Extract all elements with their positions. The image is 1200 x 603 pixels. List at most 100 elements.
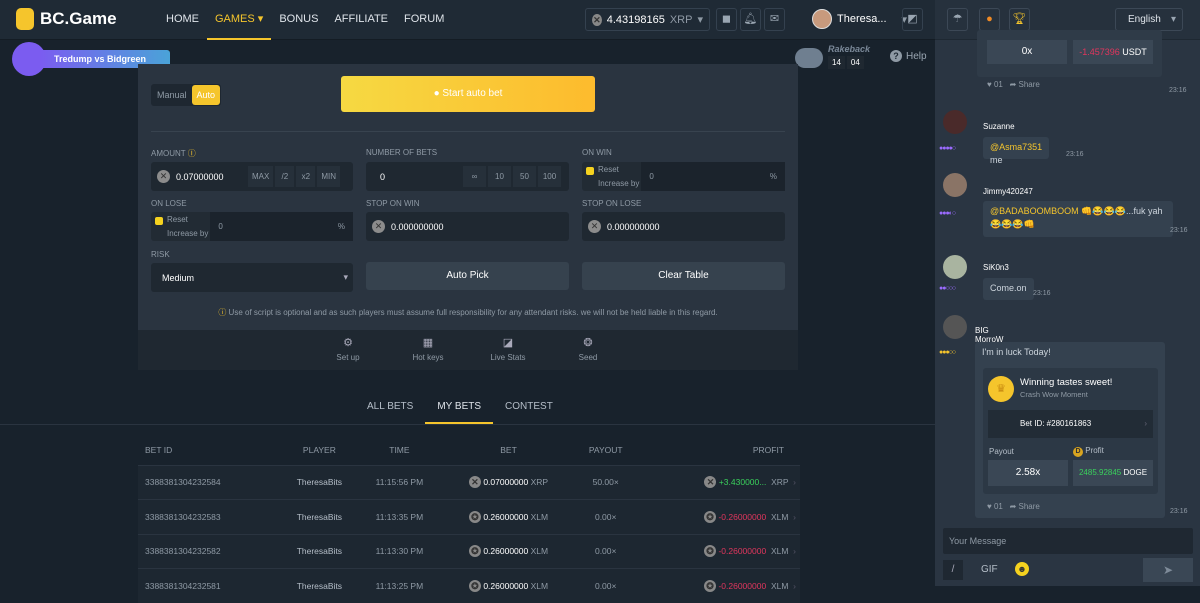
amount-max-button[interactable]: MAX bbox=[248, 166, 273, 187]
xrp-coin-icon: ✕ bbox=[592, 14, 602, 26]
amount-min-button[interactable]: MIN bbox=[317, 166, 340, 187]
like-button[interactable]: ♥ 01 bbox=[987, 80, 1003, 89]
coin-icon: ✪ bbox=[704, 511, 716, 523]
share-button[interactable]: ➦ Share bbox=[1010, 80, 1040, 89]
nav-games[interactable]: GAMES ▾ bbox=[207, 0, 271, 40]
bets-10-button[interactable]: 10 bbox=[488, 166, 511, 187]
chat-toggle-icon[interactable]: ◩ bbox=[902, 8, 923, 31]
gif-button[interactable]: GIF bbox=[981, 564, 998, 575]
stop-on-win-field[interactable]: ✕0.000000000 bbox=[366, 212, 569, 241]
payout: 50.00× bbox=[577, 465, 635, 500]
nav-bonus[interactable]: BONUS bbox=[271, 0, 326, 40]
share-button[interactable]: ➦ Share bbox=[1010, 502, 1040, 511]
bets-infinite-button[interactable]: ∞ bbox=[463, 166, 486, 187]
risk-select[interactable]: Medium▾ bbox=[151, 263, 353, 292]
live-stats-button[interactable]: ◪Live Stats bbox=[468, 330, 548, 370]
nav-affiliate[interactable]: AFFILIATE bbox=[326, 0, 396, 40]
number-of-bets-field[interactable]: 0 ∞ 10 50 100 bbox=[366, 162, 569, 191]
reset-checkbox[interactable] bbox=[586, 167, 594, 175]
chat-message-input[interactable]: Your Message bbox=[943, 528, 1193, 554]
start-auto-bet-button[interactable]: ● Start auto bet bbox=[341, 76, 595, 112]
bet-mode-toggle: Manual Auto bbox=[151, 84, 221, 106]
avatar bbox=[812, 9, 832, 29]
shared-bet-card: 0x -1.457396 USDT bbox=[977, 30, 1162, 77]
help-button[interactable]: ?Help bbox=[890, 50, 927, 62]
bet-id-link[interactable]: Bet ID: #280161863› bbox=[988, 410, 1153, 438]
bet-id[interactable]: 3388381304232584 bbox=[138, 465, 280, 500]
avatar[interactable] bbox=[943, 173, 967, 197]
player: TheresaBits bbox=[280, 465, 358, 500]
trophy-icon[interactable]: 🏆︎ bbox=[1009, 8, 1030, 31]
payout: 0.00× bbox=[577, 534, 635, 569]
language-select[interactable]: English▾ bbox=[1115, 8, 1183, 31]
fire-icon[interactable]: ● bbox=[979, 8, 1000, 31]
bet-id[interactable]: 3388381304232583 bbox=[138, 500, 280, 535]
risk-label: RISK bbox=[151, 250, 170, 259]
piggy-bank-icon bbox=[795, 48, 823, 68]
logo-icon bbox=[16, 8, 34, 30]
amount-double-button[interactable]: x2 bbox=[296, 166, 315, 187]
player: TheresaBits bbox=[280, 534, 358, 569]
user-menu[interactable]: Theresa...▾ bbox=[812, 9, 907, 29]
command-button[interactable]: / bbox=[943, 560, 963, 580]
like-button[interactable]: ♥ 01 bbox=[987, 502, 1003, 511]
bet-id[interactable]: 3388381304232582 bbox=[138, 534, 280, 569]
auto-pick-button[interactable]: Auto Pick bbox=[366, 262, 569, 290]
brand-logo[interactable]: BC.Game bbox=[16, 8, 117, 30]
help-icon: ? bbox=[890, 50, 902, 62]
reset-checkbox[interactable] bbox=[155, 217, 163, 225]
setup-button[interactable]: ⚙Set up bbox=[308, 330, 388, 370]
tab-contest[interactable]: CONTEST bbox=[493, 394, 565, 424]
tab-all-bets[interactable]: ALL BETS bbox=[355, 394, 425, 424]
chart-icon: ◪ bbox=[468, 336, 548, 349]
xrp-coin-icon: ✕ bbox=[372, 220, 385, 233]
avatar[interactable] bbox=[943, 255, 967, 279]
send-button[interactable]: ➤ bbox=[1143, 558, 1193, 582]
mail-icon[interactable]: ✉ bbox=[764, 8, 785, 31]
on-win-increase-input[interactable]: 0% bbox=[641, 162, 785, 191]
nav-home[interactable]: HOME bbox=[158, 0, 207, 40]
xrp-coin-icon: ✕ bbox=[588, 220, 601, 233]
mode-manual[interactable]: Manual bbox=[152, 85, 192, 105]
amount-label: AMOUNT ⓘ bbox=[151, 148, 196, 159]
amount-half-button[interactable]: /2 bbox=[275, 166, 294, 187]
bell-icon[interactable]: 🔔︎ bbox=[740, 8, 761, 31]
payout: 0.00× bbox=[577, 500, 635, 535]
bets-100-button[interactable]: 100 bbox=[538, 166, 561, 187]
stop-on-lose-field[interactable]: ✕0.000000000 bbox=[582, 212, 785, 241]
table-row[interactable]: 3388381304232583 TheresaBits 11:13:35 PM… bbox=[138, 500, 800, 535]
divider bbox=[0, 424, 935, 425]
win-card[interactable]: ♛ Winning tastes sweet! Crash Wow Moment… bbox=[983, 368, 1158, 494]
coin-icon: ✪ bbox=[469, 511, 481, 523]
mode-auto[interactable]: Auto bbox=[192, 85, 221, 105]
table-row[interactable]: 3388381304232582 TheresaBits 11:13:30 PM… bbox=[138, 534, 800, 569]
wallet-icon[interactable]: ◼ bbox=[716, 8, 737, 31]
table-row[interactable]: 3388381304232584 TheresaBits 11:15:56 PM… bbox=[138, 465, 800, 500]
rain-icon[interactable]: ☂ bbox=[947, 8, 968, 31]
bets-50-button[interactable]: 50 bbox=[513, 166, 536, 187]
column-profit: PROFIT bbox=[635, 436, 800, 465]
emoji-icon[interactable]: ☻ bbox=[1015, 562, 1029, 576]
column-time: TIME bbox=[358, 436, 440, 465]
clear-table-button[interactable]: Clear Table bbox=[582, 262, 785, 290]
hotkeys-button[interactable]: ▦Hot keys bbox=[388, 330, 468, 370]
chat-panel: ☂ ● 🏆︎ English▾ 0x -1.457396 USDT ♥ 01 ➦… bbox=[935, 0, 1200, 586]
avatar[interactable] bbox=[943, 110, 967, 134]
seed-button[interactable]: ❂Seed bbox=[548, 330, 628, 370]
nav-forum[interactable]: FORUM bbox=[396, 0, 452, 40]
player: TheresaBits bbox=[280, 500, 358, 535]
on-win-label: ON WIN bbox=[582, 148, 612, 157]
auto-bet-panel: Manual Auto ● Start auto bet AMOUNT ⓘ ✕0… bbox=[138, 64, 798, 370]
stop-on-lose-label: STOP ON LOSE bbox=[582, 199, 641, 208]
avatar[interactable] bbox=[943, 315, 967, 339]
keyboard-icon: ▦ bbox=[388, 336, 468, 349]
column-bet-id: BET ID bbox=[138, 436, 280, 465]
on-lose-label: ON LOSE bbox=[151, 199, 187, 208]
on-lose-increase-input[interactable]: 0% bbox=[210, 212, 353, 241]
amount-field[interactable]: ✕0.07000000 MAX /2 x2 MIN bbox=[151, 162, 353, 191]
profit: ✕ +3.430000... XRP › bbox=[635, 465, 800, 500]
tab-my-bets[interactable]: MY BETS bbox=[425, 394, 493, 424]
top-bar: BC.Game HOME GAMES ▾ BONUS AFFILIATE FOR… bbox=[0, 0, 935, 40]
